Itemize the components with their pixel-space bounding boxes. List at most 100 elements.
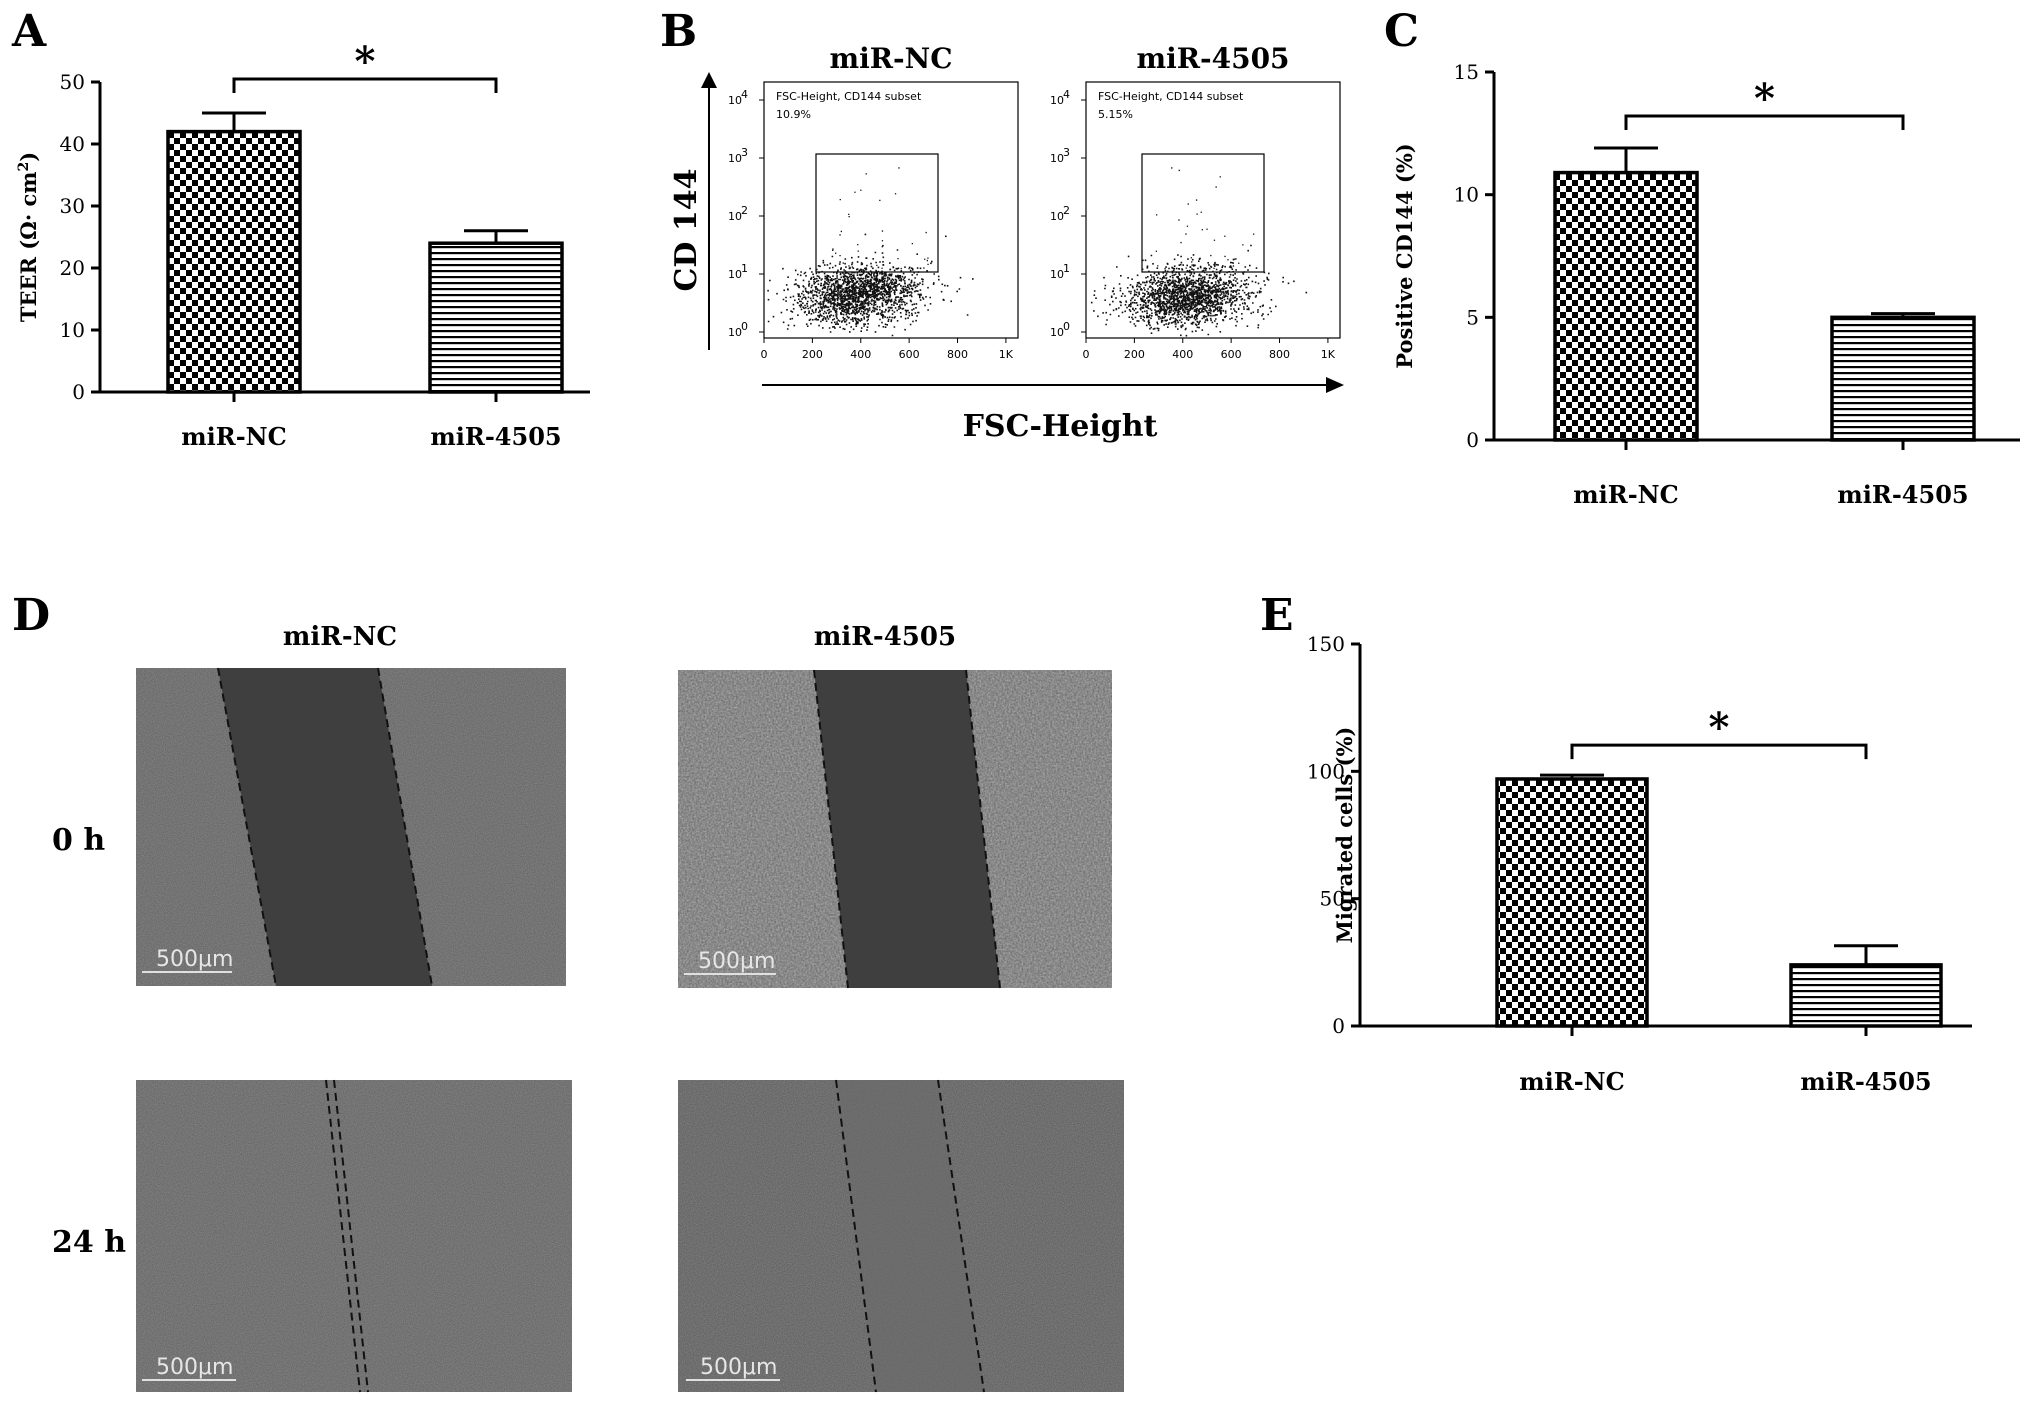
y-tick-exponent: 2	[1063, 204, 1070, 217]
y-tick-label: 10	[1050, 268, 1064, 281]
plot-title: miR-4505	[1136, 42, 1289, 75]
micrograph-mir-4505-24h: 500μm	[678, 1079, 1124, 1393]
y-arrow-head	[701, 72, 717, 88]
gate-box	[1141, 153, 1265, 273]
scale-bar-label: 500μm	[698, 949, 775, 974]
y-tick-label: 10	[1050, 94, 1064, 107]
cell-events	[767, 167, 974, 337]
wound-healing-panel: miR-NC miR-4505 0 h 24 h 500μm 500μm	[52, 622, 1124, 1393]
x-arrow-head	[1326, 377, 1344, 393]
plot-title: miR-NC	[829, 42, 952, 75]
panel-label-b: B	[660, 6, 697, 57]
significance-bracket	[1624, 114, 1905, 131]
x-tick-label: miR-4505	[1837, 480, 1968, 509]
y-tick-label: 0	[72, 380, 85, 404]
x-tick-label: 0	[1083, 348, 1090, 361]
bar-mir-4505	[1789, 963, 1943, 1028]
micrograph-mir-nc-0h: 500μm	[136, 667, 566, 987]
panel-label-d: D	[12, 590, 50, 641]
x-tick-label: miR-4505	[430, 422, 561, 451]
x-tick-label: 400	[850, 348, 871, 361]
y-tick-label: 40	[60, 132, 85, 156]
y-tick-label: 10	[1050, 152, 1064, 165]
y-tick-label: 10	[728, 326, 742, 339]
significance-bracket	[1570, 743, 1868, 760]
y-tick-exponent: 4	[741, 88, 748, 101]
bar-mir-nc	[166, 129, 302, 394]
y-tick-exponent: 1	[1063, 262, 1070, 275]
chart-migrated-cells: 0 50 100 150 Migrated cells (%) miR-NC miR-450…	[1307, 632, 1972, 1096]
y-axis-label: Migrated cells (%)	[1332, 727, 1357, 944]
y-tick-exponent: 4	[1063, 88, 1070, 101]
micrograph-mir-nc-24h: 500μm	[136, 1079, 572, 1393]
y-tick-label: 10	[728, 94, 742, 107]
column-title-mir-nc: miR-NC	[283, 622, 397, 652]
y-tick-exponent: 2	[741, 204, 748, 217]
y-tick-label: 10	[1050, 210, 1064, 223]
plot-frame	[1085, 81, 1341, 339]
x-tick-label: 1K	[1321, 348, 1336, 361]
chart-teer: 0 10 20 30 40 50 TEER (Ω· cm2) miR-NC miR-4505 *	[16, 38, 590, 451]
y-tick-label: 10	[728, 152, 742, 165]
x-tick-label: 400	[1172, 348, 1193, 361]
bar-mir-nc	[1553, 170, 1699, 442]
y-axis-label: TEER (Ω· cm2)	[16, 152, 41, 322]
scale-bar-label: 500μm	[156, 947, 233, 972]
bar-mir-nc	[1495, 777, 1649, 1028]
y-axis-label: Positive CD144 (%)	[1392, 143, 1417, 368]
gate-name: FSC-Height, CD144 subset	[776, 90, 922, 103]
gate-value: 5.15%	[1098, 108, 1133, 121]
y-axis-label: CD 144	[669, 169, 704, 292]
y-tick-exponent: 3	[741, 146, 748, 159]
x-tick-label: 200	[802, 348, 823, 361]
significance-star: *	[355, 38, 376, 85]
y-tick-exponent: 0	[741, 320, 748, 333]
chart-positive-cd144: 0 5 10 15 Positive CD144 (%) miR-NC miR-4505 *	[1392, 60, 2020, 509]
row-label-24h: 24 h	[52, 1225, 126, 1260]
x-tick-label: 1K	[999, 348, 1014, 361]
y-tick-exponent: 0	[1063, 320, 1070, 333]
scale-bar-label: 500μm	[700, 1355, 777, 1380]
y-tick-exponent: 3	[1063, 146, 1070, 159]
panel-label-e: E	[1260, 590, 1294, 641]
y-tick-label: 15	[1454, 60, 1479, 84]
x-tick-label: 800	[947, 348, 968, 361]
panel-label-c: C	[1384, 6, 1419, 57]
row-label-0h: 0 h	[52, 823, 105, 858]
gate-name: FSC-Height, CD144 subset	[1098, 90, 1244, 103]
y-tick-label: 10	[728, 268, 742, 281]
scale-bar-label: 500μm	[156, 1355, 233, 1380]
y-tick-label: 20	[60, 256, 85, 280]
y-tick-label: 100	[1307, 759, 1345, 783]
y-tick-label: 0	[1332, 1014, 1345, 1038]
panel-label-a: A	[11, 6, 47, 57]
bar-mir-4505	[428, 241, 564, 394]
y-tick-label: 50	[1320, 887, 1345, 911]
x-tick-label: 800	[1269, 348, 1290, 361]
y-tick-label: 30	[60, 194, 85, 218]
y-tick-label: 5	[1466, 305, 1479, 329]
y-tick-label: 50	[60, 70, 85, 94]
x-tick-label: miR-NC	[181, 422, 286, 451]
x-tick-label: miR-NC	[1573, 480, 1678, 509]
x-tick-label: 200	[1124, 348, 1145, 361]
x-tick-label: 600	[1221, 348, 1242, 361]
micrograph-mir-4505-0h: 500μm	[678, 669, 1112, 989]
y-tick-label: 10	[1454, 183, 1479, 207]
y-tick-label: 10	[728, 210, 742, 223]
y-tick-label: 10	[60, 318, 85, 342]
x-tick-label: 600	[899, 348, 920, 361]
y-tick-label: 10	[1050, 326, 1064, 339]
x-tick-label: 0	[761, 348, 768, 361]
cell-events	[1090, 167, 1308, 337]
column-title-mir-4505: miR-4505	[814, 622, 956, 652]
y-tick-label: 0	[1466, 428, 1479, 452]
x-axis-label: FSC-Height	[963, 409, 1158, 444]
y-tick-exponent: 1	[741, 262, 748, 275]
x-tick-label: miR-NC	[1519, 1067, 1624, 1096]
significance-bracket	[232, 77, 498, 93]
